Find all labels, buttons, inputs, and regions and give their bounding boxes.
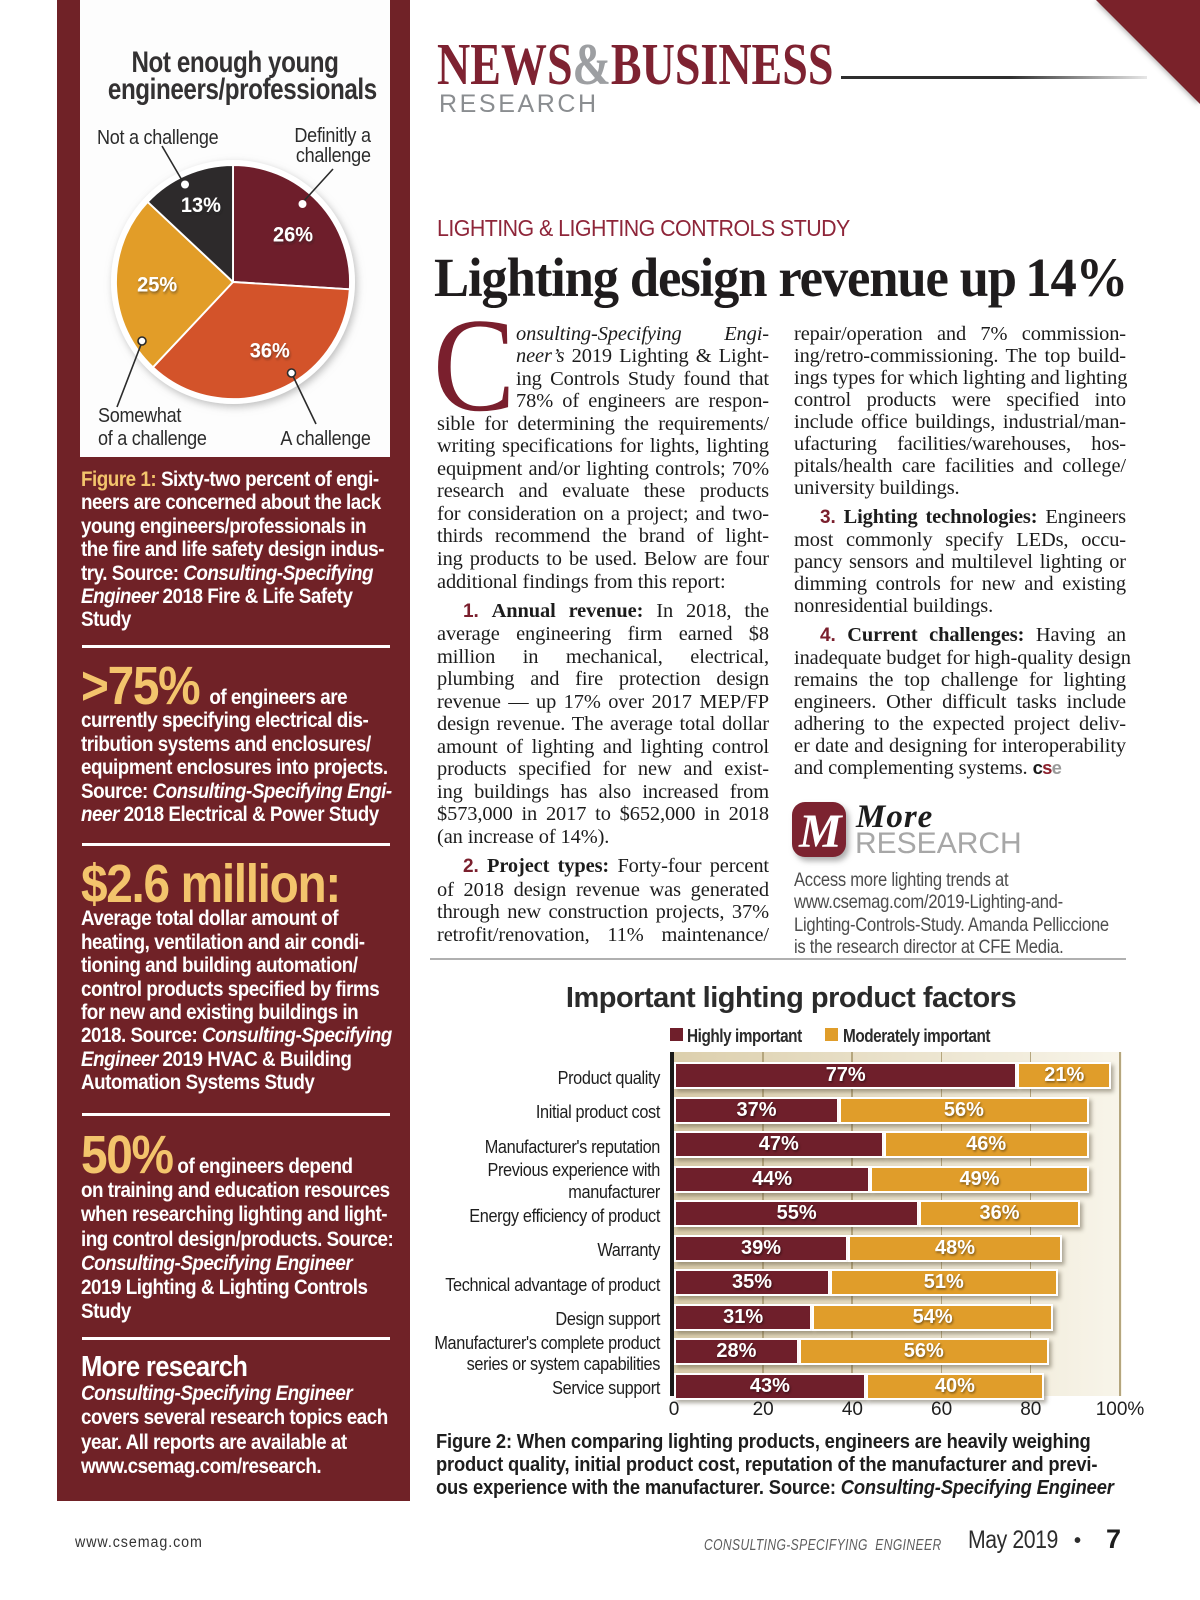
- svg-text:36%: 36%: [250, 339, 290, 363]
- svg-text:13%: 13%: [181, 193, 221, 217]
- svg-text:26%: 26%: [273, 223, 313, 247]
- svg-text:25%: 25%: [137, 273, 177, 297]
